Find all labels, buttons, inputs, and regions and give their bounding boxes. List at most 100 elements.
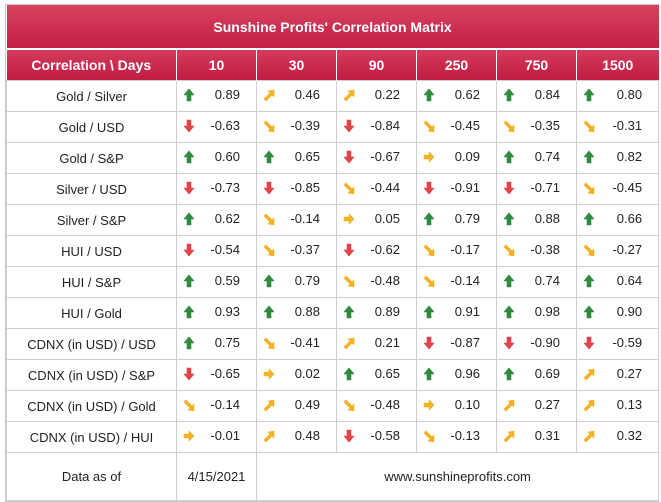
correlation-value: 0.02 (294, 366, 320, 381)
correlation-value: 0.62 (214, 211, 240, 226)
correlation-value: 0.96 (454, 366, 480, 381)
arrow-down-icon (583, 336, 595, 350)
correlation-cell: 0.02 (256, 359, 337, 391)
arrow-down-icon (423, 336, 435, 350)
correlation-value: 0.65 (294, 149, 320, 164)
correlation-value: -0.14 (450, 273, 480, 288)
pair-label: CDNX (in USD) / S&P (6, 359, 177, 391)
correlation-value: -0.87 (450, 335, 480, 350)
correlation-cell: -0.27 (575, 235, 660, 267)
arrow-down-right-icon (423, 119, 435, 133)
arrow-up-icon (183, 336, 195, 350)
correlation-value: 0.90 (616, 304, 643, 319)
correlation-value: 0.84 (534, 87, 560, 102)
pair-label: CDNX (in USD) / USD (6, 328, 177, 360)
table-row: Silver / S&P 0.62 -0.14 0.05 0.79 0.88 0.66 (6, 204, 660, 236)
correlation-cell: 0.88 (496, 204, 577, 236)
arrow-right-icon (263, 367, 275, 381)
correlation-value: -0.62 (370, 242, 400, 257)
correlation-value: 0.59 (214, 273, 240, 288)
correlation-cell: 0.59 (176, 266, 257, 298)
table-row: HUI / Gold 0.93 0.88 0.89 0.91 0.98 0.90 (6, 297, 660, 329)
table-row: CDNX (in USD) / HUI -0.01 0.48 -0.58 -0.13 0.… (6, 421, 660, 453)
correlation-cell: 0.79 (416, 204, 497, 236)
arrow-down-icon (343, 119, 355, 133)
correlation-cell: 0.62 (176, 204, 257, 236)
correlation-value: 0.64 (616, 273, 643, 288)
correlation-value: 0.79 (454, 211, 480, 226)
correlation-value: 0.31 (534, 428, 560, 443)
arrow-up-icon (263, 150, 275, 164)
arrow-up-icon (343, 367, 355, 381)
correlation-value: 0.79 (294, 273, 320, 288)
arrow-down-right-icon (423, 429, 435, 443)
arrow-down-right-icon (343, 181, 355, 195)
arrow-up-icon (183, 88, 195, 102)
correlation-value: 0.22 (374, 87, 400, 102)
correlation-cell: 0.69 (496, 359, 577, 391)
arrow-down-right-icon (263, 212, 275, 226)
pair-label: Silver / USD (6, 173, 177, 205)
correlation-cell: 0.22 (336, 80, 417, 112)
correlation-cell: 0.96 (416, 359, 497, 391)
correlation-cell: 0.10 (416, 390, 497, 422)
correlation-cell: 0.65 (336, 359, 417, 391)
correlation-value: -0.73 (210, 180, 240, 195)
correlation-value: -0.35 (530, 118, 560, 133)
correlation-value: 0.49 (294, 397, 320, 412)
correlation-cell: -0.54 (176, 235, 257, 267)
correlation-value: -0.39 (290, 118, 320, 133)
correlation-value: 0.48 (294, 428, 320, 443)
correlation-value: 0.88 (294, 304, 320, 319)
correlation-cell: -0.59 (575, 328, 660, 360)
arrow-up-icon (503, 150, 515, 164)
correlation-value: -0.58 (370, 428, 400, 443)
website-link[interactable]: www.sunshineprofits.com (255, 452, 660, 501)
correlation-value: -0.71 (530, 180, 560, 195)
arrow-up-right-icon (263, 398, 275, 412)
correlation-cell: 0.89 (176, 80, 257, 112)
correlation-value: 0.09 (454, 149, 480, 164)
correlation-cell: 0.93 (176, 297, 257, 329)
correlation-cell: 0.21 (336, 328, 417, 360)
arrow-up-right-icon (503, 429, 515, 443)
correlation-value: 0.74 (534, 273, 560, 288)
footer-row: Data as of 4/15/2021 www.sunshineprofits… (6, 452, 660, 501)
arrow-down-right-icon (343, 274, 355, 288)
pair-label: CDNX (in USD) / HUI (6, 421, 177, 453)
correlation-cell: -0.67 (336, 142, 417, 174)
correlation-cell: -0.62 (336, 235, 417, 267)
pair-label: CDNX (in USD) / Gold (6, 390, 177, 422)
table-row: CDNX (in USD) / S&P -0.65 0.02 0.65 0.96 0.69… (6, 359, 660, 391)
arrow-up-icon (183, 305, 195, 319)
correlation-value: -0.38 (530, 242, 560, 257)
correlation-cell: -0.58 (336, 421, 417, 453)
correlation-cell: -0.14 (256, 204, 337, 236)
correlation-matrix: Sunshine Profits' Correlation Matrix Cor… (5, 4, 660, 502)
correlation-value: 0.74 (534, 149, 560, 164)
correlation-value: 0.82 (616, 149, 643, 164)
correlation-cell: 0.62 (416, 80, 497, 112)
arrow-down-icon (183, 367, 195, 381)
arrow-up-icon (423, 212, 435, 226)
correlation-value: 0.98 (534, 304, 560, 319)
correlation-cell: -0.38 (496, 235, 577, 267)
correlation-cell: -0.45 (416, 111, 497, 143)
correlation-value: -0.41 (290, 335, 320, 350)
correlation-cell: -0.48 (336, 390, 417, 422)
correlation-cell: 0.82 (575, 142, 660, 174)
arrow-down-right-icon (423, 274, 435, 288)
arrow-down-icon (503, 181, 515, 195)
correlation-value: 0.21 (374, 335, 400, 350)
correlation-cell: -0.17 (416, 235, 497, 267)
correlation-cell: -0.65 (176, 359, 257, 391)
arrow-up-icon (583, 274, 595, 288)
arrow-up-right-icon (583, 367, 595, 381)
correlation-value: 0.05 (374, 211, 400, 226)
correlation-cell: -0.84 (336, 111, 417, 143)
correlation-cell: 0.74 (496, 142, 577, 174)
data-date: 4/15/2021 (176, 452, 257, 501)
correlation-cell: 0.48 (256, 421, 337, 453)
correlation-cell: 0.79 (256, 266, 337, 298)
correlation-value: -0.45 (612, 180, 643, 195)
